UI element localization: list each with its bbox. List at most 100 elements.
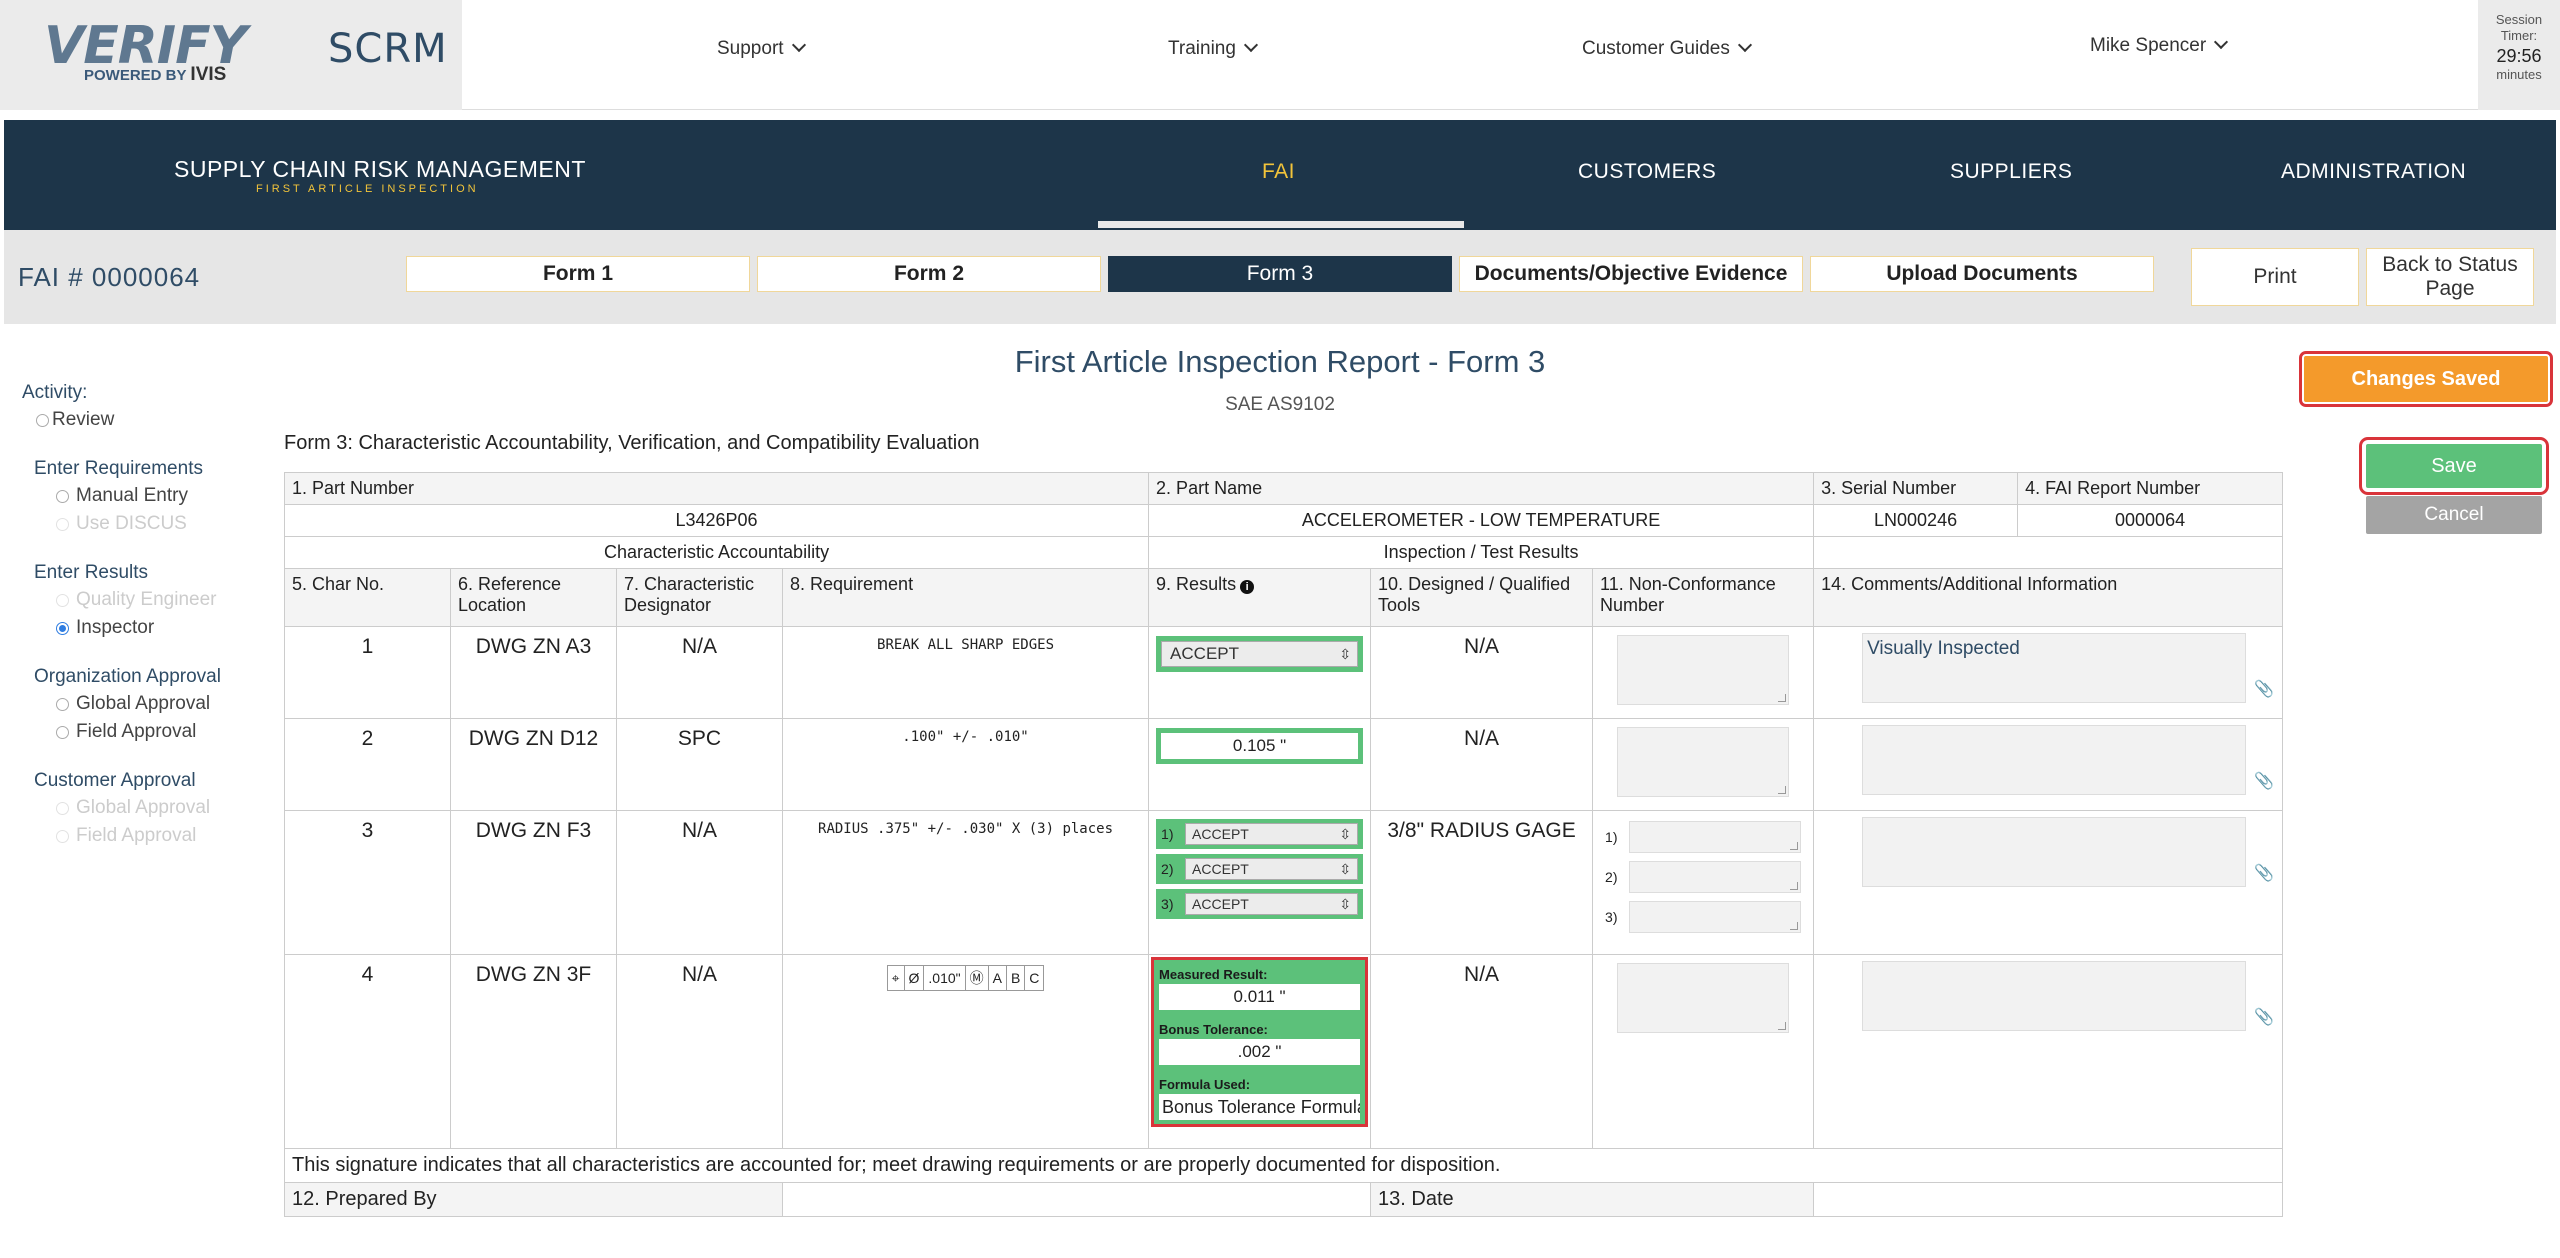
comment-textarea[interactable] <box>1862 725 2247 795</box>
reference-location: DWG ZN 3F <box>450 954 617 1149</box>
header-fai-report-number: 4. FAI Report Number <box>2017 472 2284 505</box>
info-icon[interactable]: i <box>1240 580 1255 594</box>
date-label: 13. Date <box>1370 1182 1815 1217</box>
formula-used-label: Formula Used: <box>1159 1077 1251 1092</box>
session-timer: Session Timer: 29:56 minutes <box>2478 0 2560 110</box>
non-conformance-textarea[interactable] <box>1629 821 1802 853</box>
radio-use-discus: Use DISCUS <box>56 512 262 536</box>
tools: N/A <box>1370 626 1594 719</box>
char-no: 4 <box>284 954 451 1149</box>
result-select[interactable]: ACCEPT <box>1161 641 1359 667</box>
table-row: 1 DWG ZN A3 N/A BREAK ALL SHARP EDGES AC… <box>284 626 2284 719</box>
paperclip-icon[interactable]: 📎 <box>2254 1009 2275 1026</box>
result-select[interactable]: ACCEPT <box>1185 893 1359 915</box>
chevron-down-icon <box>1243 37 1259 53</box>
comment-cell: Visually Inspected 📎 <box>1813 626 2284 719</box>
non-conformance-textarea[interactable] <box>1617 963 1790 1033</box>
col-reference-location: 6. Reference Location <box>450 568 617 627</box>
comment-textarea[interactable] <box>1862 961 2247 1031</box>
non-conformance-textarea[interactable] <box>1629 861 1802 893</box>
paperclip-icon[interactable]: 📎 <box>2254 865 2275 882</box>
changes-saved-button[interactable]: Changes Saved <box>2299 351 2553 407</box>
nav-training[interactable]: Training <box>1168 37 1259 60</box>
nav-customer-guides[interactable]: Customer Guides <box>1582 37 1752 60</box>
requirement: .100" +/- .010" <box>781 718 1150 811</box>
radio-icon <box>56 489 69 503</box>
enter-requirements-heading: Enter Requirements <box>34 458 203 479</box>
comment-textarea[interactable] <box>1862 817 2247 887</box>
nc-cell <box>1592 626 1815 719</box>
measured-result-input[interactable]: 0.011 " <box>1159 984 1361 1010</box>
nav-administration[interactable]: ADMINISTRATION <box>2281 160 2467 183</box>
chevron-down-icon <box>791 37 806 53</box>
requirement: RADIUS .375" +/- .030" X (3) places <box>781 810 1150 955</box>
customer-approval-heading: Customer Approval <box>34 770 196 791</box>
nav-support[interactable]: Support <box>717 37 806 60</box>
measured-result-label: Measured Result: <box>1159 967 1268 982</box>
tab-documents[interactable]: Documents/Objective Evidence <box>1459 256 1803 292</box>
char-no: 3 <box>284 810 451 955</box>
enter-results-heading: Enter Results <box>34 562 149 583</box>
form-tab-bar: FAI # 0000064 Form 1 Form 2 Form 3 Docum… <box>4 230 2556 324</box>
user-menu[interactable]: Mike Spencer <box>2090 34 2229 57</box>
radio-inspector[interactable]: Inspector <box>56 616 262 640</box>
table-row: 2 DWG ZN D12 SPC .100" +/- .010" 0.105 "… <box>284 718 2284 811</box>
logo-area[interactable]: VERIFY POWERED BY IVIS SCRM <box>0 0 462 110</box>
comment-textarea[interactable]: Visually Inspected <box>1862 633 2247 703</box>
table-row: 4 DWG ZN 3F N/A ⌖ Ø .010" Ⓜ A B C Measur… <box>284 954 2284 1149</box>
result-box: ACCEPT <box>1156 636 1364 672</box>
non-conformance-textarea[interactable] <box>1629 901 1802 933</box>
prepared-by-label: 12. Prepared By <box>284 1182 783 1217</box>
tab-form-2[interactable]: Form 2 <box>757 256 1101 292</box>
tab-form-1[interactable]: Form 1 <box>406 256 750 292</box>
result-box: 0.105 " <box>1156 728 1364 764</box>
non-conformance-textarea[interactable] <box>1617 635 1790 705</box>
date-field[interactable] <box>1813 1182 2284 1217</box>
result-cell: ACCEPT <box>1148 626 1372 719</box>
col-char-no: 5. Char No. <box>284 568 451 627</box>
prepared-by-field[interactable] <box>781 1182 1372 1217</box>
chevron-down-icon <box>2214 34 2229 50</box>
characteristic-designator: N/A <box>616 626 783 719</box>
tab-upload-documents[interactable]: Upload Documents <box>1810 256 2154 292</box>
section-blank <box>1813 536 2284 569</box>
col-characteristic-designator: 7. Characteristic Designator <box>616 568 783 627</box>
tab-form-3[interactable]: Form 3 <box>1108 256 1452 292</box>
session-time: 29:56 <box>2496 45 2542 66</box>
tools: N/A <box>1370 718 1594 811</box>
paperclip-icon[interactable]: 📎 <box>2254 773 2275 790</box>
result-input[interactable]: 0.105 " <box>1161 733 1359 759</box>
part-number-value: L3426P06 <box>283 504 1150 537</box>
result-sub-row: 2) ACCEPT <box>1156 854 1364 884</box>
radio-global-approval[interactable]: Global Approval <box>56 692 262 716</box>
bonus-tolerance-input[interactable]: .002 " <box>1159 1039 1361 1065</box>
chevron-down-icon <box>1737 37 1752 53</box>
app-name: SCRM <box>328 26 448 72</box>
nav-suppliers[interactable]: SUPPLIERS <box>1950 160 2073 183</box>
result-select[interactable]: ACCEPT <box>1185 858 1359 880</box>
characteristic-designator: SPC <box>616 718 783 811</box>
result-select[interactable]: ACCEPT <box>1185 823 1359 845</box>
print-button[interactable]: Print <box>2191 248 2359 306</box>
nc-cell <box>1592 718 1815 811</box>
radio-manual-entry[interactable]: Manual Entry <box>56 484 262 508</box>
nav-fai[interactable]: FAI <box>1262 160 1296 183</box>
radio-field-approval[interactable]: Field Approval <box>56 720 262 744</box>
col-requirement: 8. Requirement <box>781 568 1150 627</box>
radio-cust-field-approval: Field Approval <box>56 824 262 848</box>
radio-icon <box>36 413 49 427</box>
tools: 3/8" RADIUS GAGE <box>1370 810 1594 955</box>
cancel-button[interactable]: Cancel <box>2366 496 2542 534</box>
nav-customers[interactable]: CUSTOMERS <box>1578 160 1717 183</box>
requirement: BREAK ALL SHARP EDGES <box>781 626 1150 719</box>
non-conformance-textarea[interactable] <box>1617 727 1790 797</box>
formula-used-input[interactable]: Bonus Tolerance Formula <box>1159 1094 1361 1120</box>
result-sub-row: 1) ACCEPT <box>1156 819 1364 849</box>
back-to-status-button[interactable]: Back to Status Page <box>2366 248 2534 306</box>
radio-review[interactable]: Review <box>36 408 262 432</box>
save-button[interactable]: Save <box>2359 437 2549 495</box>
brand-title[interactable]: SUPPLY CHAIN RISK MANAGEMENT <box>174 156 586 182</box>
paperclip-icon[interactable]: 📎 <box>2254 681 2275 698</box>
reference-location: DWG ZN F3 <box>450 810 617 955</box>
brand-subtitle: FIRST ARTICLE INSPECTION <box>256 183 479 195</box>
